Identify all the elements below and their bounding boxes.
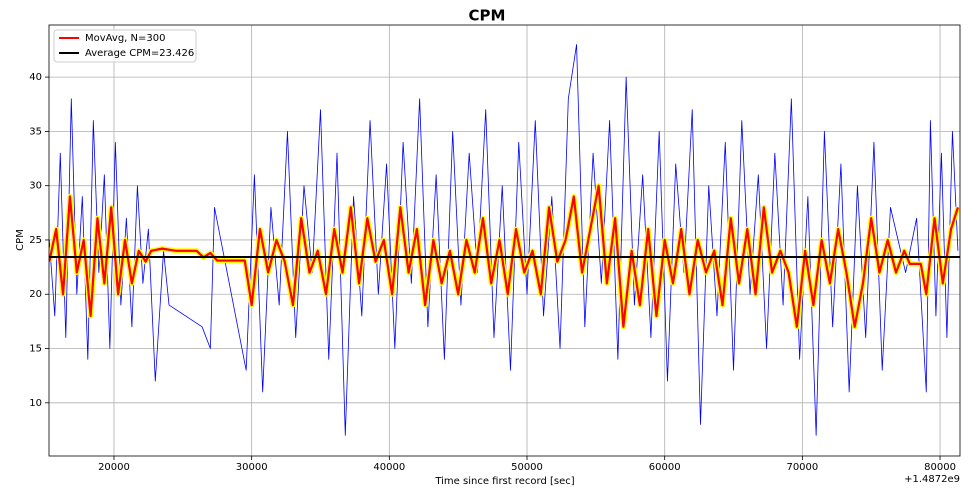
- data: [49, 44, 960, 436]
- y-tick-label: 25: [29, 235, 42, 246]
- y-tick-label: 30: [29, 181, 42, 192]
- x-offset-label: +1.4872e9: [904, 474, 960, 485]
- axes-frame: [48, 24, 961, 457]
- chart-title: CPM: [469, 7, 506, 25]
- x-tick-label: 60000: [649, 462, 681, 473]
- x-tick-label: 50000: [511, 462, 543, 473]
- legend: MovAvg, N=300 Average CPM=23.426: [53, 29, 197, 63]
- x-tick-label: 40000: [373, 462, 405, 473]
- y-axis-label: CPM: [15, 229, 26, 251]
- x-tick-label: 30000: [236, 462, 268, 473]
- y-tick-label: 20: [29, 289, 42, 300]
- y-tick-label: 15: [29, 344, 42, 355]
- ticks: 20000 30000 40000 50000 60000 70000 80000 10 15 2…: [29, 72, 956, 473]
- legend-box: [53, 29, 197, 63]
- y-tick-label: 10: [29, 398, 42, 409]
- x-axis-label: Time since first record [sec]: [434, 476, 574, 487]
- x-tick-label: 80000: [924, 462, 956, 473]
- y-tick-label: 40: [29, 72, 42, 83]
- y-tick-label: 35: [29, 126, 42, 137]
- x-tick-label: 20000: [98, 462, 130, 473]
- series-line: [49, 184, 959, 328]
- legend-label: MovAvg, N=300: [85, 33, 166, 44]
- legend-label: Average CPM=23.426: [85, 48, 194, 59]
- x-tick-label: 70000: [786, 462, 818, 473]
